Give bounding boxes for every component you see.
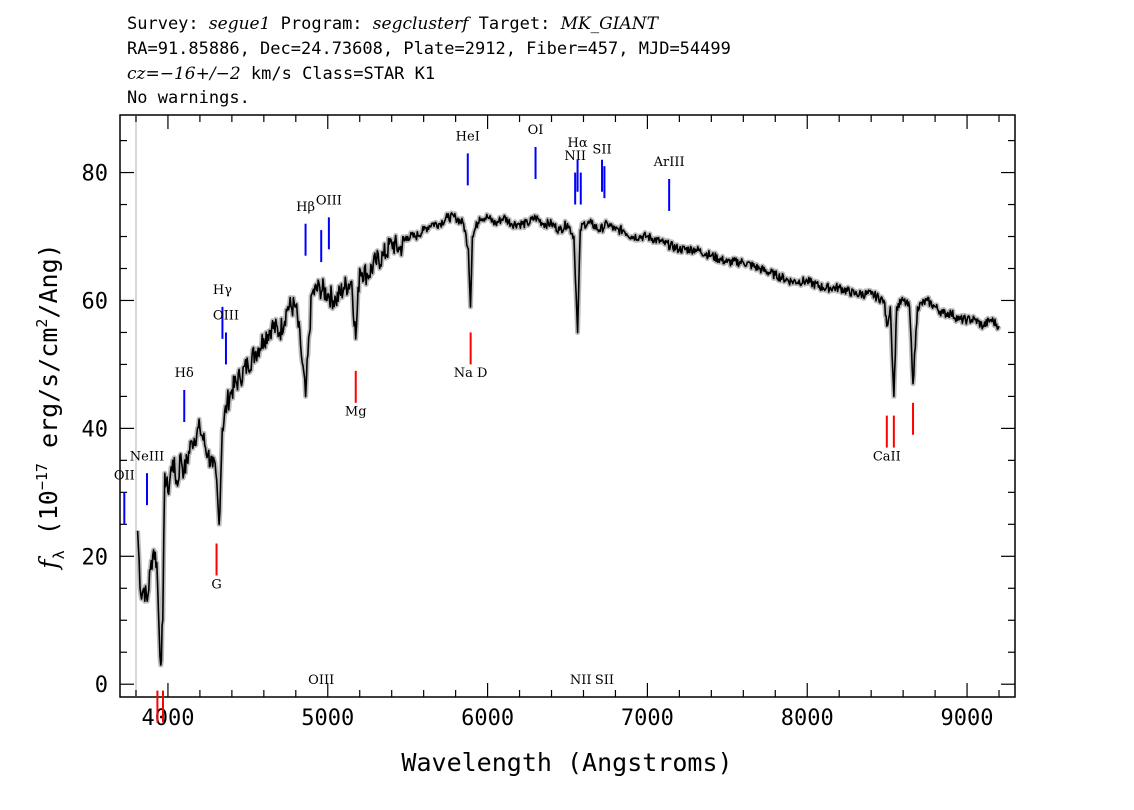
emission-line-label: OIII — [213, 309, 239, 324]
spectrum-line — [136, 212, 1000, 666]
header-line-2: RA=91.85886, Dec=24.73608, Plate=2912, F… — [127, 39, 731, 59]
spectrum-error-band — [135, 210, 1002, 668]
y-tick-label: 20 — [82, 545, 109, 570]
x-tick-labels: 4000 5000 6000 7000 8000 9000 — [141, 706, 993, 731]
target-value: MK_GIANT — [560, 14, 658, 34]
y-tick-label: 60 — [82, 289, 109, 314]
x-tick-label: 7000 — [621, 706, 674, 731]
emission-line-label: Hγ — [213, 283, 232, 298]
spectrum-series — [135, 210, 1002, 668]
y-tick-label: 0 — [95, 673, 108, 698]
y-axis-title: fλ (10−17 erg/s/cm2/Ang) — [33, 243, 68, 570]
emission-line-label: SII — [595, 673, 614, 688]
emission-line-label: SII — [592, 142, 611, 157]
absorption-line-label: Na D — [454, 366, 488, 381]
emission-line-label: ArIII — [653, 155, 685, 170]
absorption-line-label: G — [211, 577, 221, 592]
axis-ticks — [120, 115, 1015, 697]
emission-line-label: HeI — [456, 130, 480, 145]
plot-frame — [119, 114, 1016, 698]
x-tick-label: 4000 — [141, 706, 194, 731]
emission-line-label: OI — [528, 123, 544, 138]
emission-line-label: NeIII — [130, 449, 164, 464]
emission-line-label: Hδ — [175, 366, 194, 381]
y-tick-labels: 0 20 40 60 80 — [82, 162, 109, 699]
emission-line-label: Hα — [568, 136, 588, 151]
emission-line-label: OIII — [316, 194, 342, 209]
y-tick-label: 80 — [82, 162, 109, 187]
cz-value: −16+/−2 — [159, 64, 241, 84]
x-tick-label: 9000 — [941, 706, 994, 731]
header-line-4: No warnings. — [127, 88, 250, 108]
header-line-1: Survey: segue1 Program: segclusterf Targ… — [127, 14, 658, 34]
emission-line-label: OIII — [308, 673, 334, 688]
x-tick-label: 8000 — [781, 706, 834, 731]
emission-line-label: NII — [564, 149, 586, 164]
y-tick-label: 40 — [82, 417, 109, 442]
x-tick-label: 5000 — [301, 706, 354, 731]
x-tick-label: 6000 — [461, 706, 514, 731]
absorption-line-label: CaII — [873, 449, 901, 464]
header-line-3: cz=−16+/−2 km/s Class=STAR K1 — [127, 64, 436, 84]
program-value: segclusterf — [372, 14, 469, 34]
absorption-line-label: Mg — [345, 405, 367, 420]
x-axis-title: Wavelength (Angstroms) — [401, 748, 732, 777]
emission-line-label: OII — [114, 469, 135, 484]
emission-line-label: NII — [570, 673, 592, 688]
survey-value: segue1 — [208, 14, 271, 34]
emission-line-label: Hβ — [296, 200, 315, 215]
